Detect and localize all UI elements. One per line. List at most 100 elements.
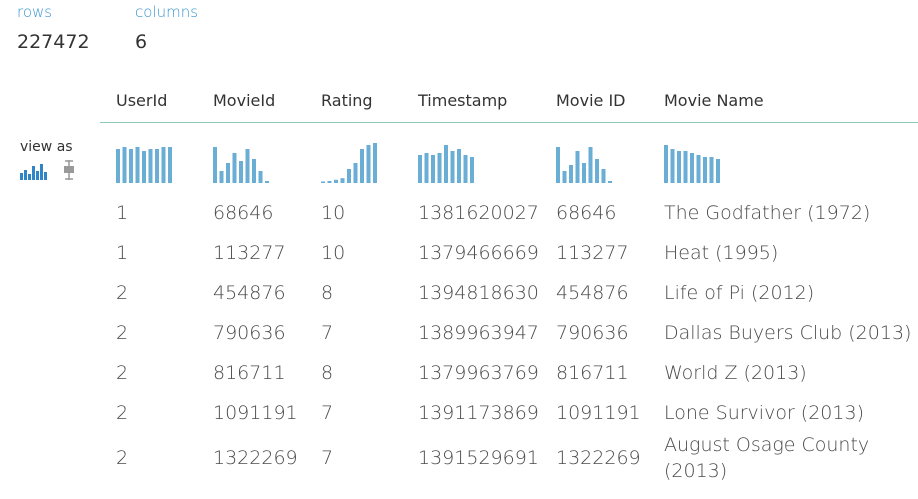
cell-timestamp: 1381620027 — [418, 202, 539, 224]
cell-userid: 2 — [116, 447, 129, 469]
cell-userid: 1 — [116, 242, 129, 264]
histogram-bar — [463, 155, 468, 183]
histogram-bar — [168, 147, 172, 183]
histogram-bar — [424, 153, 429, 183]
histogram-bar — [135, 147, 140, 183]
cell-movie-id: 790636 — [556, 322, 629, 344]
histogram-bar — [321, 181, 325, 183]
cell-movie-name: Dallas Buyers Club (2013) — [664, 322, 912, 344]
cell-movieid: 1322269 — [213, 447, 298, 469]
histogram-bar — [327, 181, 332, 183]
data-table: UserId MovieId Rating Timestamp Movie ID… — [100, 86, 918, 483]
rows-value: 227472 — [17, 31, 90, 53]
cell-movie-name: Lone Survivor (2013) — [664, 402, 864, 424]
histogram-bar — [373, 143, 377, 183]
histogram-bar — [437, 153, 442, 183]
histogram-bar — [142, 151, 146, 183]
cell-movie-id: 1091191 — [556, 402, 641, 424]
column-header[interactable]: Rating — [321, 91, 373, 110]
histogram-bar — [716, 159, 720, 183]
column-histogram[interactable] — [321, 143, 380, 188]
histogram-bar — [258, 171, 263, 183]
column-header[interactable]: UserId — [116, 91, 168, 110]
boxplot-icon[interactable] — [62, 160, 76, 184]
cell-timestamp: 1389963947 — [418, 322, 539, 344]
histogram-bar — [696, 155, 701, 183]
cell-userid: 2 — [116, 362, 129, 384]
histogram-bar — [148, 149, 153, 183]
histogram-bar — [122, 147, 127, 183]
column-histogram[interactable] — [213, 143, 272, 188]
histogram-bar — [129, 149, 133, 183]
cell-rating: 8 — [321, 362, 334, 384]
column-histogram[interactable] — [116, 143, 175, 188]
cell-movieid: 816711 — [213, 362, 286, 384]
cell-timestamp: 1391529691 — [418, 447, 539, 469]
column-header[interactable]: Timestamp — [418, 91, 508, 110]
cell-movie-id: 816711 — [556, 362, 629, 384]
columns-stat: columns 6 — [135, 3, 198, 53]
column-histogram[interactable] — [664, 143, 723, 188]
column-header[interactable]: Movie Name — [664, 91, 764, 110]
histogram-bar — [569, 165, 573, 183]
histogram-bar — [232, 153, 237, 183]
histogram-bar — [347, 169, 351, 183]
table-row[interactable]: 2 454876 8 1394818630 454876 Life of Pi … — [100, 273, 918, 313]
table-header: UserId MovieId Rating Timestamp Movie ID… — [100, 86, 918, 123]
histogram-bar — [116, 149, 120, 183]
table-row[interactable]: 2 816711 8 1379963769 816711 World Z (20… — [100, 353, 918, 393]
histogram-bar — [601, 169, 606, 183]
cell-userid: 2 — [116, 402, 129, 424]
table-row[interactable]: 1 68646 10 1381620027 68646 The Godfathe… — [100, 193, 918, 233]
cell-movieid: 68646 — [213, 202, 274, 224]
histogram-bar — [245, 149, 250, 183]
cell-rating: 10 — [321, 242, 346, 264]
rows-label: rows — [17, 3, 53, 21]
cell-movie-name: World Z (2013) — [664, 362, 807, 384]
cell-movieid: 113277 — [213, 242, 286, 264]
histogram-bar — [226, 163, 230, 183]
cell-movie-id: 113277 — [556, 242, 629, 264]
column-histogram[interactable] — [556, 143, 615, 188]
histogram-bar — [683, 151, 688, 183]
columns-label: columns — [135, 3, 199, 21]
cell-rating: 10 — [321, 202, 346, 224]
histogram-bar — [265, 181, 269, 183]
histogram-bar — [457, 149, 461, 183]
cell-timestamp: 1379466669 — [418, 242, 539, 264]
histogram-bar — [431, 155, 435, 183]
histogram-bar — [588, 147, 593, 183]
table-row[interactable]: 1 113277 10 1379466669 113277 Heat (1995… — [100, 233, 918, 273]
view-as-panel: view as — [20, 138, 90, 184]
cell-movie-name: The Godfather (1972) — [664, 202, 871, 224]
cell-movieid: 790636 — [213, 322, 286, 344]
histogram-row — [100, 123, 918, 193]
columns-value: 6 — [135, 31, 148, 53]
histogram-bar — [418, 155, 422, 183]
cell-movieid: 1091191 — [213, 402, 298, 424]
cell-userid: 2 — [116, 282, 129, 304]
column-histogram[interactable] — [418, 143, 477, 188]
column-header[interactable]: Movie ID — [556, 91, 626, 110]
rows-stat: rows 227472 — [17, 3, 90, 53]
histogram-bar — [219, 171, 224, 183]
cell-movie-id: 1322269 — [556, 447, 641, 469]
histogram-bar — [582, 163, 586, 183]
table-row[interactable]: 2 1322269 7 1391529691 1322269 August Os… — [100, 433, 918, 483]
histogram-bar — [360, 149, 364, 183]
cell-timestamp: 1379963769 — [418, 362, 539, 384]
histogram-bar — [366, 145, 371, 183]
cell-movie-name: Heat (1995) — [664, 242, 779, 264]
cell-rating: 8 — [321, 282, 334, 304]
histogram-bar — [252, 159, 256, 183]
table-row[interactable]: 2 790636 7 1389963947 790636 Dallas Buye… — [100, 313, 918, 353]
cell-timestamp: 1394818630 — [418, 282, 539, 304]
table-row[interactable]: 2 1091191 7 1391173869 1091191 Lone Surv… — [100, 393, 918, 433]
histogram-bar — [334, 179, 338, 183]
column-header[interactable]: MovieId — [213, 91, 276, 110]
cell-movieid: 454876 — [213, 282, 286, 304]
histogram-icon[interactable] — [20, 162, 48, 184]
histogram-bar — [213, 147, 217, 183]
histogram-bar — [690, 153, 694, 183]
